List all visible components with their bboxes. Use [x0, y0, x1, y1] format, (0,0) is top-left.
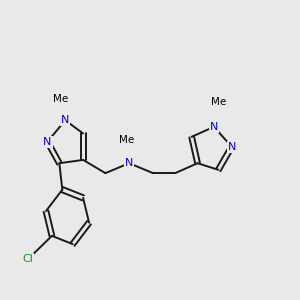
Text: N: N	[61, 115, 70, 125]
Text: N: N	[227, 142, 236, 152]
Text: N: N	[125, 158, 134, 168]
Text: Me: Me	[211, 97, 226, 107]
Text: Me: Me	[53, 94, 68, 104]
Text: N: N	[210, 122, 218, 132]
Text: Me: Me	[118, 135, 134, 145]
Text: Cl: Cl	[23, 254, 34, 264]
Text: N: N	[43, 137, 52, 147]
